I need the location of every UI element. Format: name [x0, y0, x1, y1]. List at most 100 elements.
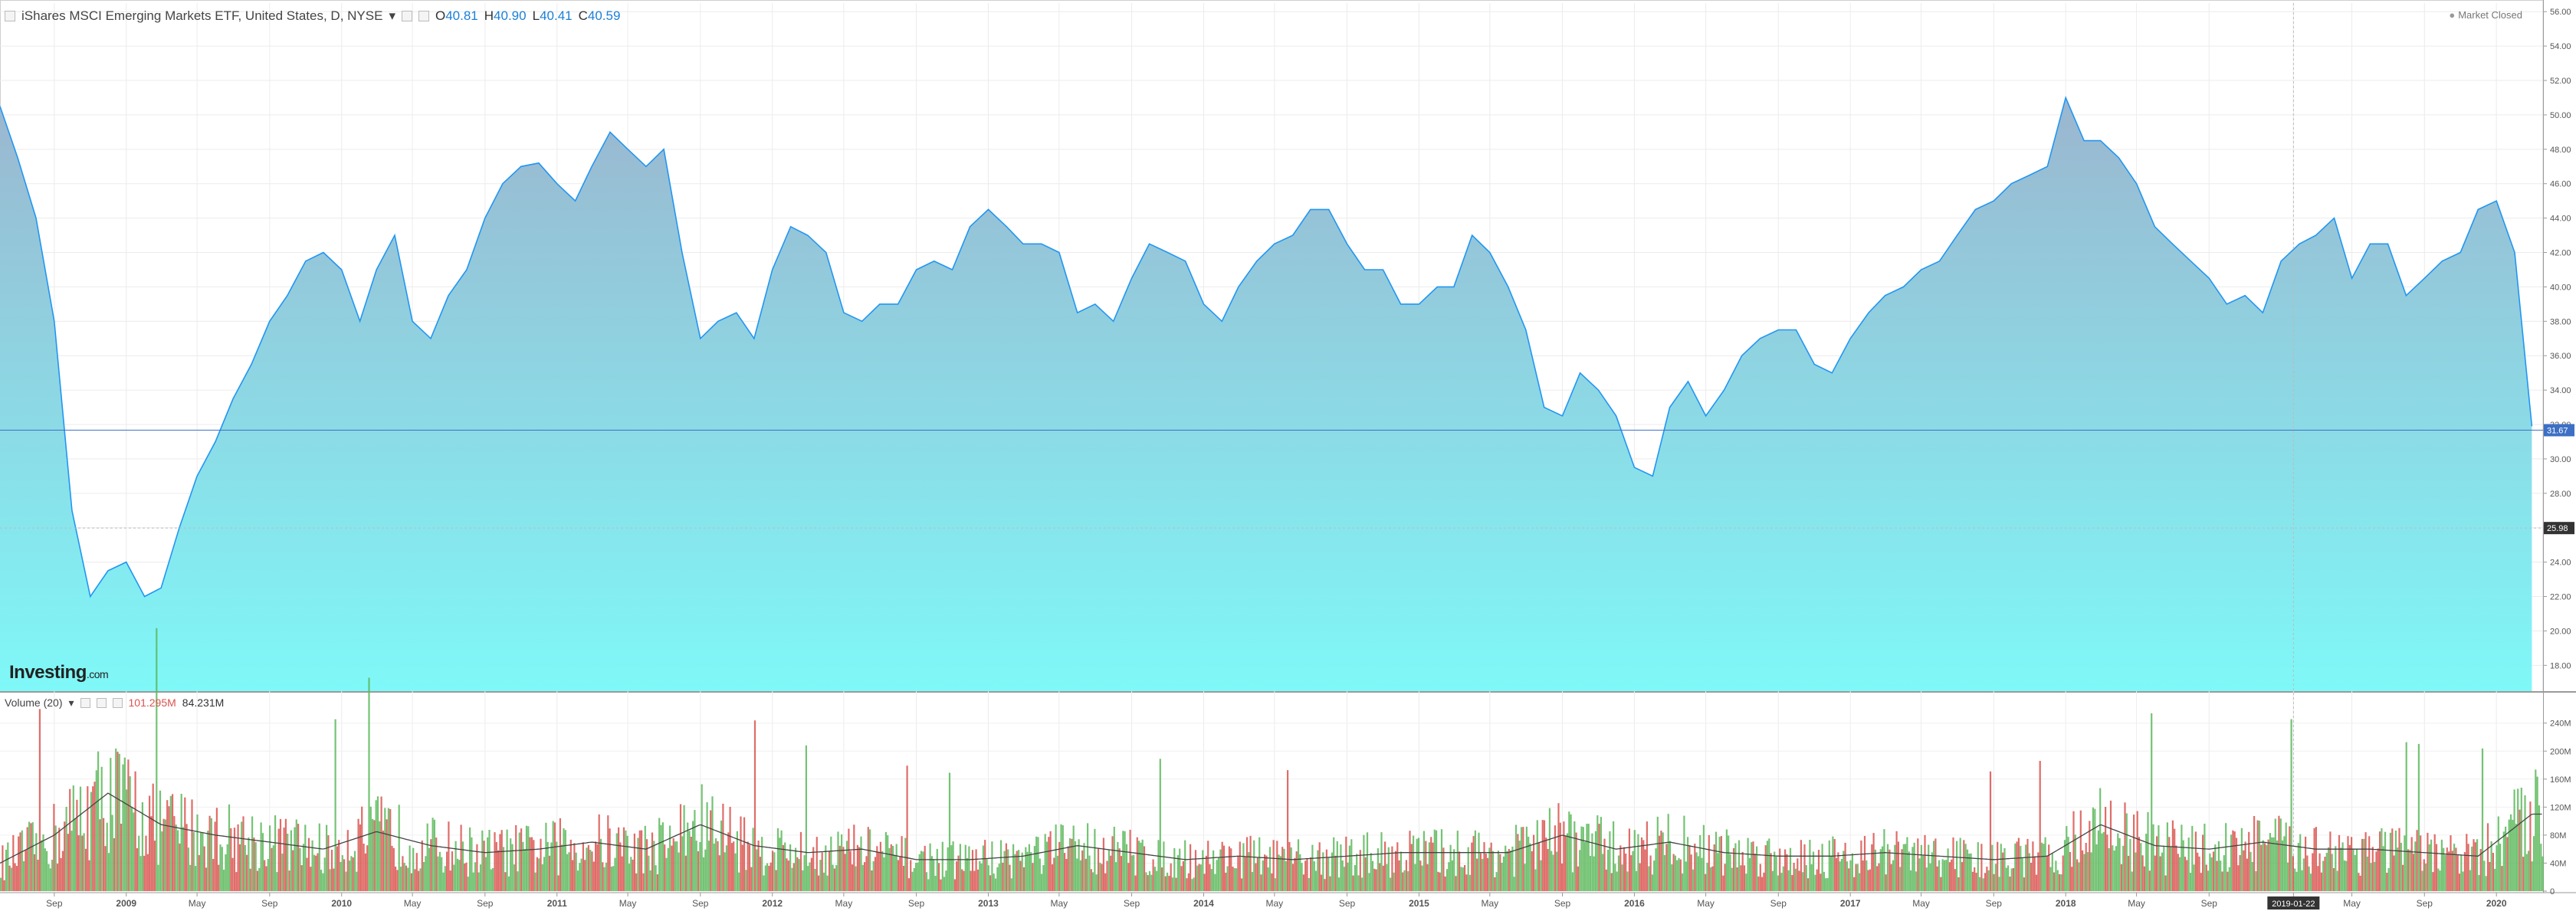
- volume-bar: [2328, 847, 2330, 891]
- volume-bar: [710, 810, 712, 891]
- volume-bar: [2279, 818, 2282, 891]
- volume-bar: [226, 844, 228, 891]
- volume-bar: [2336, 870, 2338, 891]
- volume-bar: [446, 851, 448, 891]
- volume-bar: [1748, 857, 1751, 891]
- volume-bar: [10, 867, 13, 891]
- volume-bar: [872, 861, 875, 891]
- volume-bar: [665, 857, 668, 891]
- volume-bar: [1836, 857, 1838, 891]
- volume-bar: [1828, 840, 1830, 891]
- volume-bar: [1072, 825, 1075, 891]
- volume-bar: [938, 863, 940, 891]
- settings-icon[interactable]: [401, 11, 412, 21]
- x-tick-label: 2010: [331, 898, 352, 909]
- volume-bar: [1839, 861, 1841, 891]
- volume-bar: [632, 860, 634, 891]
- volume-bar: [161, 831, 163, 891]
- volume-bar: [1465, 874, 1468, 891]
- volume-bar: [1060, 824, 1062, 891]
- y-tick-label: 24.00: [2550, 559, 2571, 568]
- volume-bar: [1833, 839, 1836, 891]
- chevron-down-icon[interactable]: ▾: [68, 696, 74, 709]
- eye-icon[interactable]: [80, 697, 90, 708]
- volume-bar: [202, 832, 204, 891]
- volume-bar: [844, 854, 846, 891]
- volume-bar: [1108, 850, 1110, 891]
- volume-bar: [753, 720, 756, 891]
- volume-bar: [1740, 865, 1742, 891]
- volume-bar: [64, 821, 66, 891]
- volume-bar: [187, 847, 189, 891]
- volume-bar: [2423, 859, 2425, 891]
- volume-bar: [2053, 872, 2056, 891]
- volume-bar: [134, 771, 136, 891]
- volume-bar: [146, 854, 149, 891]
- volume-bar: [757, 841, 760, 891]
- volume-bar: [494, 832, 496, 891]
- volume-bar: [683, 805, 685, 891]
- volume-bar: [322, 873, 324, 891]
- volume-bar: [786, 858, 788, 891]
- volume-bar: [153, 841, 156, 891]
- volume-bar: [479, 864, 482, 891]
- volume-bar: [403, 863, 405, 891]
- volume-bar: [2371, 847, 2374, 891]
- volume-bar: [1665, 844, 1668, 891]
- volume-bar: [994, 878, 997, 891]
- volume-bar: [1676, 860, 1679, 891]
- volume-bar: [2217, 841, 2220, 891]
- volume-bar: [2141, 855, 2144, 891]
- volume-bar: [536, 857, 538, 891]
- volume-bar: [2159, 856, 2161, 891]
- volume-bar: [1479, 853, 1482, 891]
- volume-bar: [856, 844, 858, 891]
- volume-bar: [2492, 853, 2494, 891]
- volume-bar: [453, 864, 455, 891]
- volume-bar: [1810, 864, 1813, 891]
- volume-bar: [1235, 868, 1238, 891]
- volume-bar: [258, 867, 261, 891]
- volume-bar: [405, 865, 408, 891]
- volume-bar: [1798, 870, 1800, 891]
- volume-bar: [1449, 844, 1452, 891]
- volume-bar: [353, 851, 356, 891]
- y-tick-label: 42.00: [2550, 249, 2571, 258]
- volume-bar: [130, 806, 133, 891]
- volume-bar: [1945, 860, 1948, 891]
- volume-bar: [883, 857, 885, 891]
- volume-bar: [770, 862, 772, 891]
- volume-bar: [1564, 836, 1567, 891]
- volume-bar: [622, 827, 625, 891]
- volume-bar: [1382, 865, 1384, 891]
- volume-bar: [1444, 876, 1446, 891]
- close-icon[interactable]: [418, 11, 429, 21]
- volume-bar: [814, 869, 816, 891]
- chevron-down-icon[interactable]: ▾: [389, 8, 395, 23]
- volume-bar: [1426, 864, 1429, 891]
- volume-bar: [2513, 789, 2515, 891]
- volume-bar: [2269, 833, 2271, 891]
- close-icon[interactable]: [112, 697, 123, 708]
- volume-bar: [1853, 877, 1856, 891]
- volume-bar: [579, 863, 581, 891]
- settings-icon[interactable]: [96, 697, 107, 708]
- volume-bar: [323, 857, 326, 891]
- volume-bar: [164, 819, 166, 891]
- volume-bar: [1936, 866, 1938, 891]
- volume-bar: [1844, 842, 1846, 891]
- collapse-icon[interactable]: [5, 11, 15, 21]
- volume-bar: [968, 846, 970, 891]
- volume-bar: [1692, 869, 1695, 891]
- volume-bar: [717, 841, 719, 891]
- volume-bar: [826, 875, 829, 891]
- volume-bar: [483, 841, 485, 891]
- volume-bar: [1809, 840, 1811, 891]
- volume-bar: [609, 828, 611, 891]
- volume-bar: [922, 851, 924, 891]
- volume-bar: [307, 837, 310, 891]
- x-tick-label: 2014: [1193, 898, 1214, 909]
- volume-bar: [1462, 867, 1464, 891]
